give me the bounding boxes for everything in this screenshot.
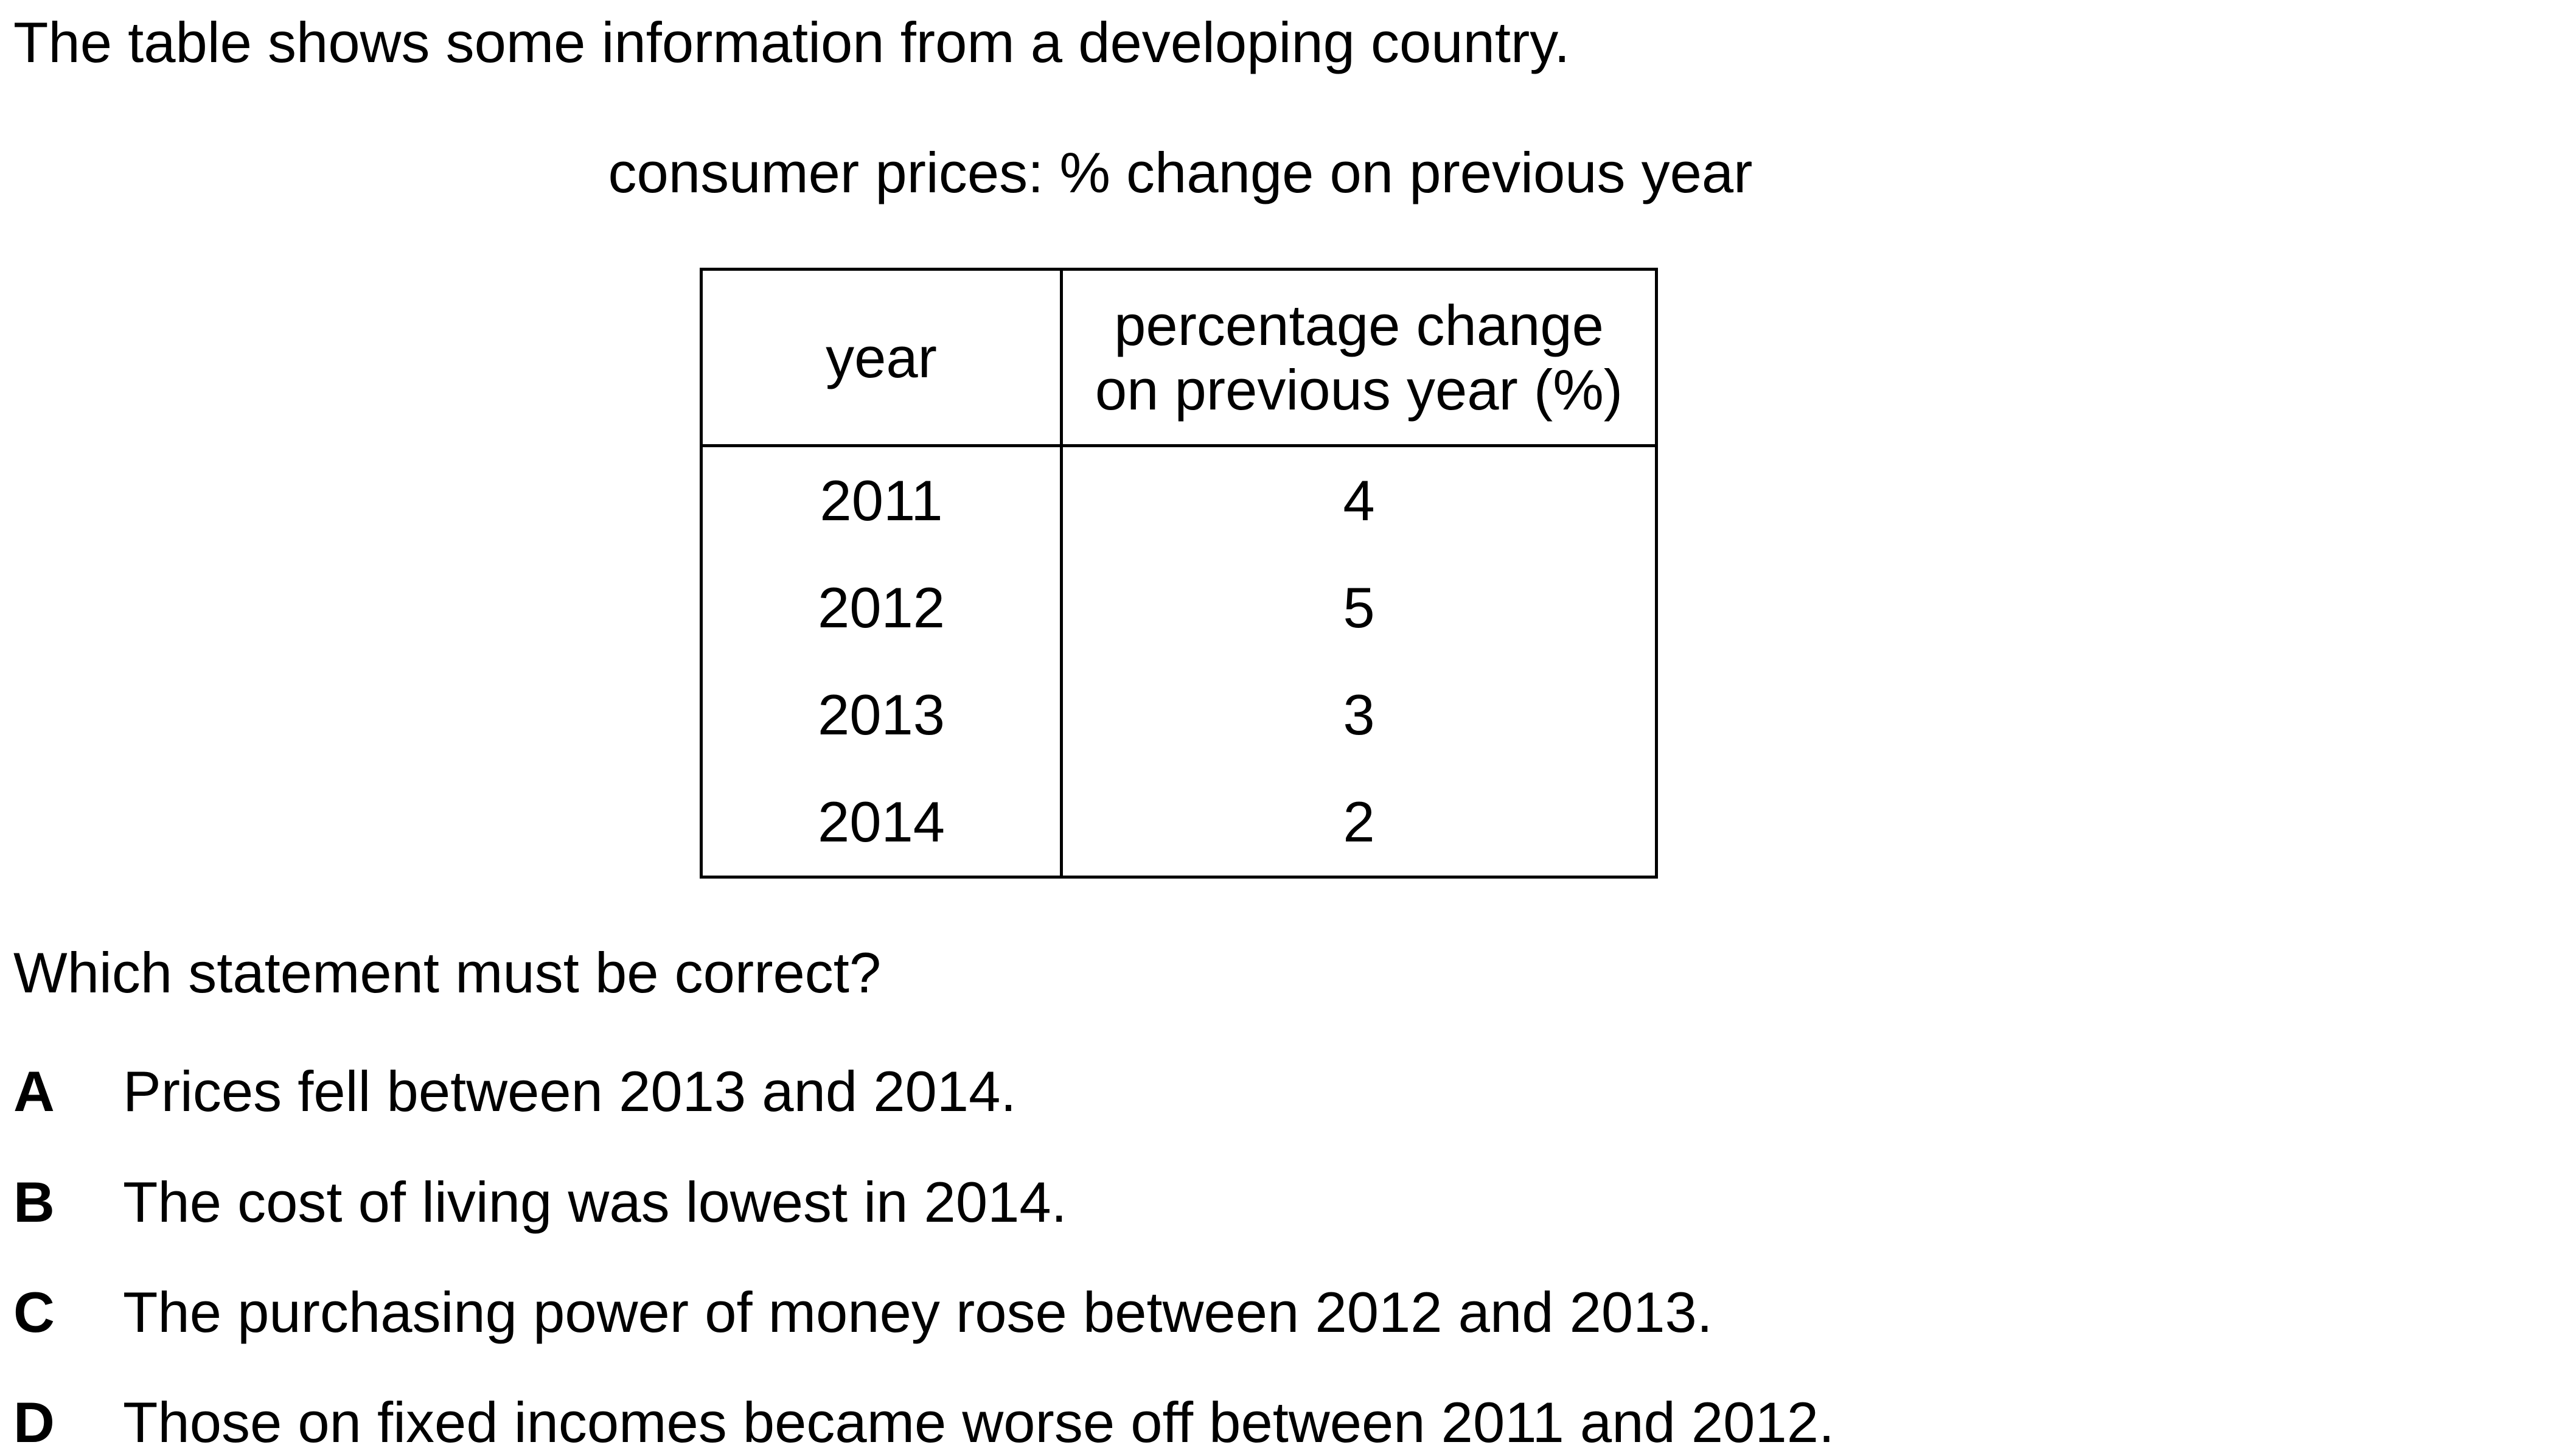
year-cell: 2013	[700, 661, 1063, 768]
table-row: 2013 3	[700, 661, 1658, 768]
table-row: 2011 4	[700, 445, 1658, 554]
option-letter: B	[13, 1170, 55, 1234]
table-header-row: year percentage change on previous year …	[700, 268, 1658, 447]
question-text: Which statement must be correct?	[13, 941, 882, 1005]
percentage-cell: 3	[1060, 661, 1658, 768]
year-cell: 2011	[700, 445, 1063, 554]
header-percentage-line-1: percentage change	[1114, 293, 1604, 358]
option-letter: D	[13, 1390, 55, 1454]
percentage-cell: 4	[1060, 445, 1658, 554]
header-percentage-change: percentage change on previous year (%)	[1060, 268, 1658, 447]
price-change-table: year percentage change on previous year …	[700, 268, 1658, 879]
option-b[interactable]: B The cost of living was lowest in 2014.	[13, 1169, 1067, 1235]
option-c[interactable]: C The purchasing power of money rose betw…	[13, 1280, 1713, 1345]
percentage-cell: 5	[1060, 554, 1658, 661]
header-year: year	[700, 268, 1063, 447]
option-text: Prices fell between 2013 and 2014.	[123, 1059, 1017, 1123]
option-letter: C	[13, 1280, 55, 1344]
option-text: The cost of living was lowest in 2014.	[123, 1170, 1067, 1234]
option-text: The purchasing power of money rose betwe…	[123, 1280, 1713, 1344]
year-cell: 2012	[700, 554, 1063, 661]
option-text: Those on fixed incomes became worse off …	[123, 1390, 1835, 1454]
table-caption: consumer prices: % change on previous ye…	[608, 141, 1753, 204]
year-cell: 2014	[700, 768, 1063, 879]
intro-text: The table shows some information from a …	[13, 10, 1570, 74]
header-percentage-line-2: on previous year (%)	[1095, 357, 1623, 422]
option-letter: A	[13, 1059, 55, 1123]
table-row: 2014 2	[700, 768, 1658, 879]
table-row: 2012 5	[700, 554, 1658, 661]
option-a[interactable]: A Prices fell between 2013 and 2014.	[13, 1059, 1016, 1124]
percentage-cell: 2	[1060, 768, 1658, 879]
option-d[interactable]: D Those on fixed incomes became worse off…	[13, 1390, 1834, 1455]
